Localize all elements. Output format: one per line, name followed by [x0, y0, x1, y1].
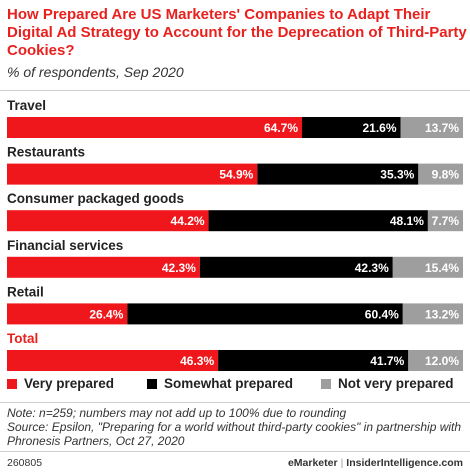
- top-divider: [0, 90, 470, 91]
- footer-divider: [0, 451, 470, 452]
- legend-label-very-prepared: Very prepared: [24, 376, 115, 391]
- bar-retail-very-prepared: [7, 303, 128, 325]
- bar-financial-services-somewhat-prepared: [199, 256, 393, 278]
- value-label-total-very-prepared: 46.3%: [180, 354, 214, 368]
- value-label-restaurants-very-prepared: 54.9%: [219, 168, 253, 182]
- stacked-bar-chart: Travel 64.7% 21.6% 13.7% Restaurants 54.9% 35.…: [7, 98, 463, 371]
- value-label-consumer-packaged-goods-not-very-prepared: 7.7%: [432, 214, 460, 228]
- value-label-total-somewhat-prepared: 41.7%: [370, 354, 404, 368]
- bar-travel-not-very-prepared: [400, 117, 463, 138]
- legend-swatch-not-very-prepared: [321, 378, 331, 389]
- bar-total-somewhat-prepared: [218, 350, 409, 371]
- legend-label-somewhat-prepared: Somewhat prepared: [164, 376, 294, 391]
- category-label-travel: Travel: [7, 98, 46, 113]
- value-label-total-not-very-prepared: 12.0%: [425, 354, 459, 368]
- value-label-financial-services-not-very-prepared: 15.4%: [425, 261, 459, 275]
- bar-consumer-packaged-goods-somewhat-prepared: [208, 210, 428, 232]
- category-label-consumer-packaged-goods: Consumer packaged goods: [7, 191, 184, 206]
- bar-total-very-prepared: [7, 350, 219, 371]
- brand-emarketer: eMarketer: [287, 457, 338, 469]
- bottom-divider: [0, 402, 470, 403]
- note-text: Note: n=259; numbers may not add up to 1…: [7, 406, 347, 420]
- bar-restaurants-very-prepared: [7, 163, 258, 185]
- chart-id: 260805: [7, 457, 43, 469]
- bar-consumer-packaged-goods-not-very-prepared: [427, 210, 463, 232]
- legend-swatch-somewhat-prepared: [147, 378, 157, 389]
- chart-title: How Prepared Are US Marketers' Companies…: [7, 6, 467, 59]
- legend-item-not-very-prepared: Not very prepared: [321, 376, 454, 391]
- legend-item-very-prepared: Very prepared: [7, 376, 114, 391]
- bar-travel-very-prepared: [7, 117, 303, 138]
- bar-financial-services-not-very-prepared: [392, 256, 463, 278]
- value-label-restaurants-not-very-prepared: 9.8%: [432, 168, 460, 182]
- brand-footer: eMarketer | InsiderIntelligence.com: [288, 457, 463, 469]
- source-text: Source: Epsilon, "Preparing for a world …: [7, 420, 462, 448]
- bar-consumer-packaged-goods-very-prepared: [7, 210, 209, 232]
- brand-separator: |: [340, 457, 344, 469]
- value-label-consumer-packaged-goods-somewhat-prepared: 48.1%: [390, 214, 424, 228]
- value-label-financial-services-somewhat-prepared: 42.3%: [355, 261, 389, 275]
- bar-total-not-very-prepared: [408, 350, 463, 371]
- value-label-travel-somewhat-prepared: 21.6%: [362, 121, 396, 135]
- value-label-travel-very-prepared: 64.7%: [264, 121, 298, 135]
- bar-retail-somewhat-prepared: [127, 303, 403, 325]
- bar-restaurants-not-very-prepared: [418, 163, 463, 185]
- bar-restaurants-somewhat-prepared: [257, 163, 419, 185]
- category-label-total: Total: [7, 331, 38, 346]
- value-label-retail-very-prepared: 26.4%: [89, 307, 123, 321]
- bar-financial-services-very-prepared: [7, 256, 200, 278]
- value-label-retail-somewhat-prepared: 60.4%: [365, 307, 399, 321]
- bar-travel-somewhat-prepared: [302, 117, 401, 138]
- chart-notes: Note: n=259; numbers may not add up to 1…: [7, 406, 467, 448]
- chart-legend: Very prepared Somewhat prepared Not very…: [7, 376, 467, 392]
- category-label-financial-services: Financial services: [7, 238, 123, 253]
- chart-subtitle: % of respondents, Sep 2020: [7, 64, 184, 80]
- value-label-financial-services-very-prepared: 42.3%: [162, 261, 196, 275]
- bar-retail-not-very-prepared: [402, 303, 463, 325]
- legend-swatch-very-prepared: [7, 378, 17, 389]
- value-label-restaurants-somewhat-prepared: 35.3%: [380, 168, 414, 182]
- legend-item-somewhat-prepared: Somewhat prepared: [147, 376, 293, 391]
- value-label-retail-not-very-prepared: 13.2%: [425, 307, 459, 321]
- category-label-restaurants: Restaurants: [7, 145, 85, 160]
- brand-insider-intelligence: InsiderIntelligence.com: [346, 457, 463, 469]
- legend-label-not-very-prepared: Not very prepared: [338, 376, 454, 391]
- category-label-retail: Retail: [7, 284, 44, 299]
- value-label-travel-not-very-prepared: 13.7%: [425, 121, 459, 135]
- value-label-consumer-packaged-goods-very-prepared: 44.2%: [171, 214, 205, 228]
